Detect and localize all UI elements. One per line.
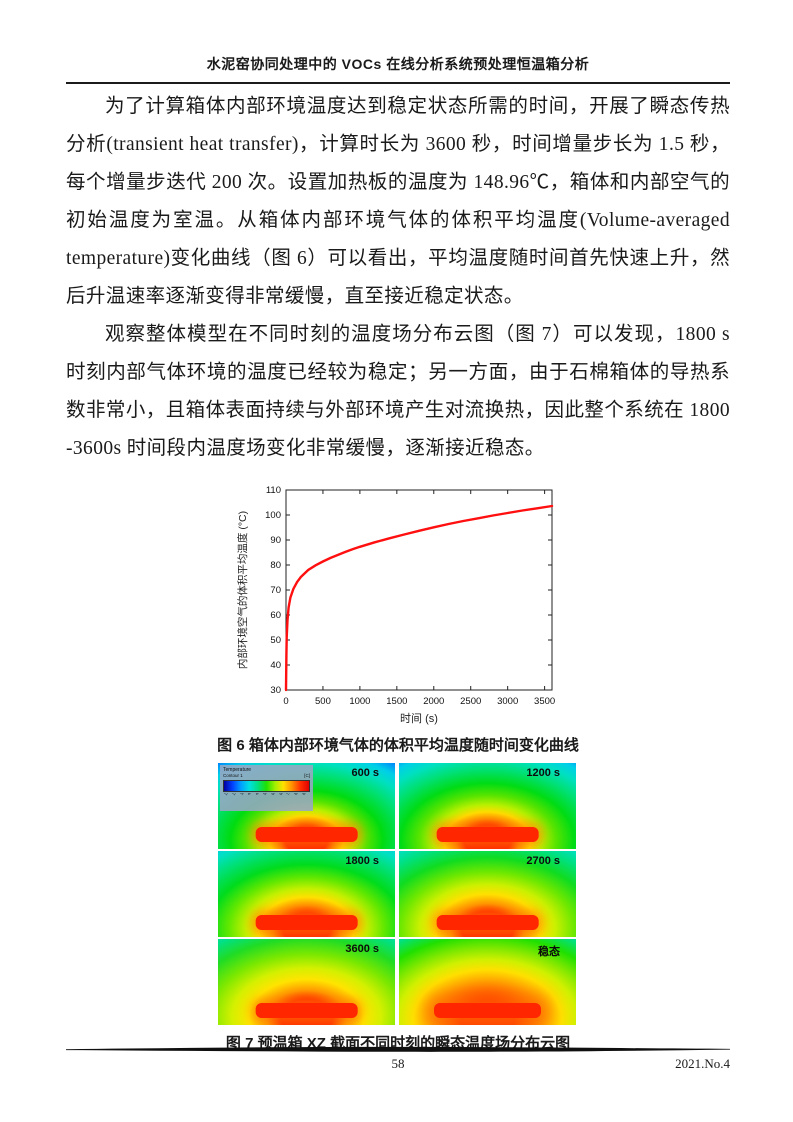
heat-plate: [255, 915, 358, 930]
x-tick-label: 1000: [349, 696, 370, 707]
y-tick-label: 60: [270, 610, 281, 621]
legend-subrow: Contour 1 [C]: [223, 773, 310, 778]
x-tick-label: 3000: [497, 696, 518, 707]
x-tick-label: 3500: [534, 696, 555, 707]
figure6-chart: 0 500 1000 1500 2000 2500 3000 3500 30 40 50 60 70 80…: [232, 478, 564, 730]
panel-time-label: 1200 s: [526, 767, 560, 779]
temperature-curve: [284, 504, 554, 692]
panel-time-label: 稳态: [538, 946, 560, 958]
legend-tick-labels: 22.028.735.442.148.855.462.168.875.582.2…: [223, 793, 310, 807]
x-tick-label: 1500: [386, 696, 407, 707]
footer-rule: [66, 1046, 730, 1052]
heatmap-panel-steady: 稳态: [399, 939, 576, 1025]
heat-plate: [436, 827, 539, 842]
panel-time-label: 600 s: [351, 767, 379, 779]
y-tick-label: 30: [270, 685, 281, 696]
x-axis-label: 时间 (s): [400, 712, 438, 725]
heat-plate: [433, 1003, 542, 1018]
issue-label: 2021.No.4: [675, 1056, 730, 1071]
y-tick-label: 50: [270, 635, 281, 646]
y-tick-label: 100: [265, 510, 281, 521]
heat-plate: [255, 827, 358, 842]
x-tick-label: 500: [315, 696, 331, 707]
heat-plate: [436, 915, 539, 930]
y-tick-label: 40: [270, 660, 281, 671]
x-tick-label: 2500: [460, 696, 481, 707]
plot-box: [285, 489, 553, 691]
x-tick-label: 0: [283, 696, 288, 707]
legend-colorbar: [223, 780, 310, 792]
page-footer: 58 2021.No.4: [66, 1046, 730, 1076]
header-divider: [66, 82, 730, 84]
panel-time-label: 2700 s: [526, 855, 560, 867]
figure6-caption: 图 6 箱体内部环境气体的体积平均温度随时间变化曲线: [217, 737, 579, 754]
figure6-chart-container: 0 500 1000 1500 2000 2500 3000 3500 30 40 50 60 70 80…: [66, 478, 730, 730]
legend-title: Temperature: [223, 767, 252, 773]
x-tick-label: 2000: [423, 696, 444, 707]
footer-row: 58 2021.No.4: [66, 1056, 731, 1076]
y-tick-label: 70: [270, 585, 281, 596]
heatmap-panel-t2700: 2700 s: [399, 851, 576, 937]
y-axis-label: 内部环境空气的体积平均温度 (°C): [236, 511, 249, 669]
heatmap-panel-t1800: 1800 s: [218, 851, 395, 937]
y-tick-label: 90: [270, 535, 281, 546]
panel-time-label: 3600 s: [345, 943, 379, 955]
panel-time-label: 1800 s: [345, 855, 379, 867]
legend-subtitle: Contour 1: [223, 773, 243, 778]
y-tick-label: 80: [270, 560, 281, 571]
heat-plate: [255, 1003, 358, 1018]
heatmap-panel-t3600: 3600 s: [218, 939, 395, 1025]
y-tick-label: 110: [266, 485, 281, 496]
legend-unit: [C]: [304, 773, 310, 778]
heatmap-panel-t1200: 1200 s: [399, 763, 576, 849]
page-number: 58: [391, 1056, 405, 1071]
body-paragraph-1: 为了计算箱体内部环境温度达到稳定状态所需的时间，开展了瞬态传热分析(transi…: [66, 96, 730, 307]
body-paragraph-2: 观察整体模型在不同时刻的温度场分布云图（图 7）可以发现，1800 s 时刻内部…: [66, 324, 730, 459]
running-head-title: 水泥窑协同处理中的 VOCs 在线分析系统预处理恒温箱分析: [206, 56, 590, 72]
